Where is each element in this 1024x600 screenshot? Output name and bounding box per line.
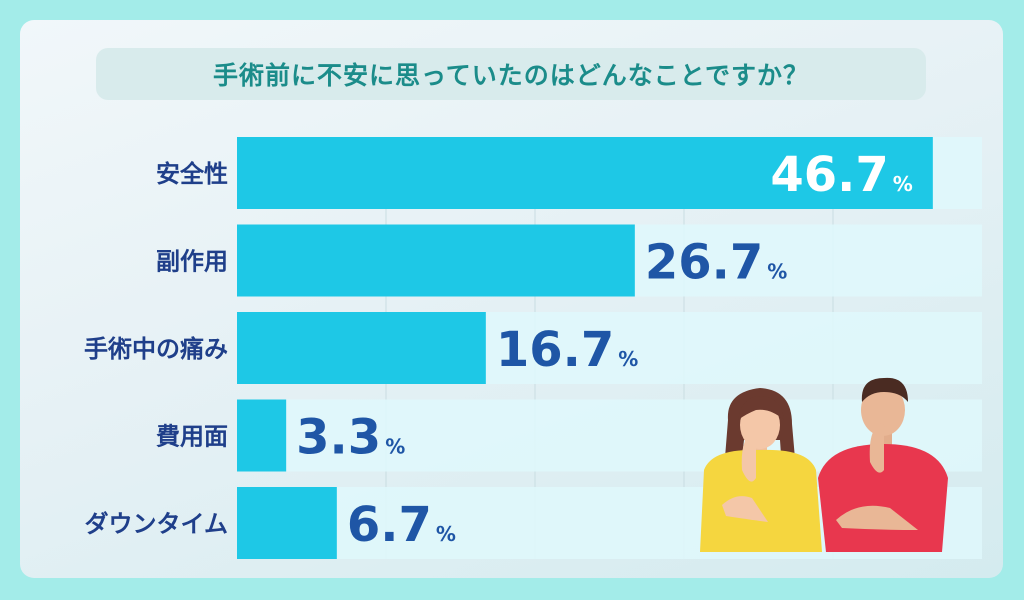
category-label: 費用面 (156, 423, 228, 451)
category-label: ダウンタイム (84, 510, 228, 538)
bars (237, 137, 933, 559)
value-label: 46.7% (770, 147, 912, 203)
thinking-woman-icon (700, 388, 822, 552)
chart-title: 手術前に不安に思っていたのはどんなことですか？ (96, 48, 926, 100)
value-labels: 46.7 % 26.7 %16.7 % 3.3 % 6.7% (296, 147, 913, 553)
bar (237, 137, 933, 209)
chart-card: 手術前に不安に思っていたのはどんなことですか？ (20, 20, 1003, 578)
bar (237, 312, 486, 384)
value-label: 26.7% (645, 235, 787, 291)
value-label: 3.3% (296, 410, 405, 466)
category-label: 手術中の痛み (84, 335, 228, 363)
category-label: 安全性 (156, 160, 228, 188)
value-label: 16.7% (496, 322, 638, 378)
bar (237, 399, 287, 472)
value-label: 6.7% (347, 497, 456, 553)
category-label: 副作用 (156, 248, 228, 276)
bar (237, 224, 635, 297)
thinking-man-icon (818, 377, 948, 552)
bar (237, 487, 337, 559)
